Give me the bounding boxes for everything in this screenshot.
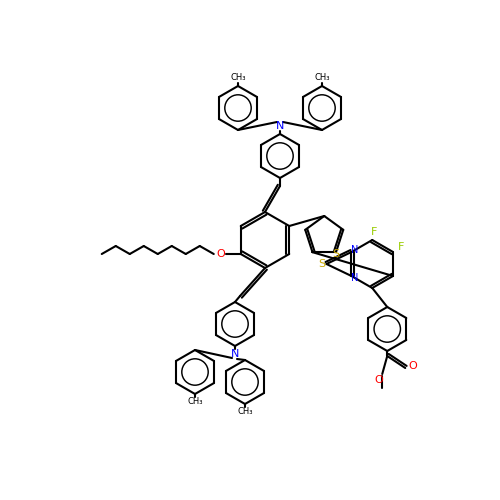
Text: O: O [216,249,225,259]
Text: N: N [351,273,358,283]
Text: CH₃: CH₃ [187,398,203,406]
Text: F: F [371,227,378,237]
Text: O: O [409,361,418,371]
Text: S: S [332,249,340,259]
Text: CH₃: CH₃ [230,74,246,82]
Text: N: N [231,349,239,359]
Text: O: O [375,375,384,385]
Text: N: N [351,245,358,255]
Text: CH₃: CH₃ [238,408,253,416]
Text: N: N [276,121,284,131]
Text: CH₃: CH₃ [314,74,330,82]
Text: F: F [398,242,404,252]
Text: S: S [318,259,325,269]
